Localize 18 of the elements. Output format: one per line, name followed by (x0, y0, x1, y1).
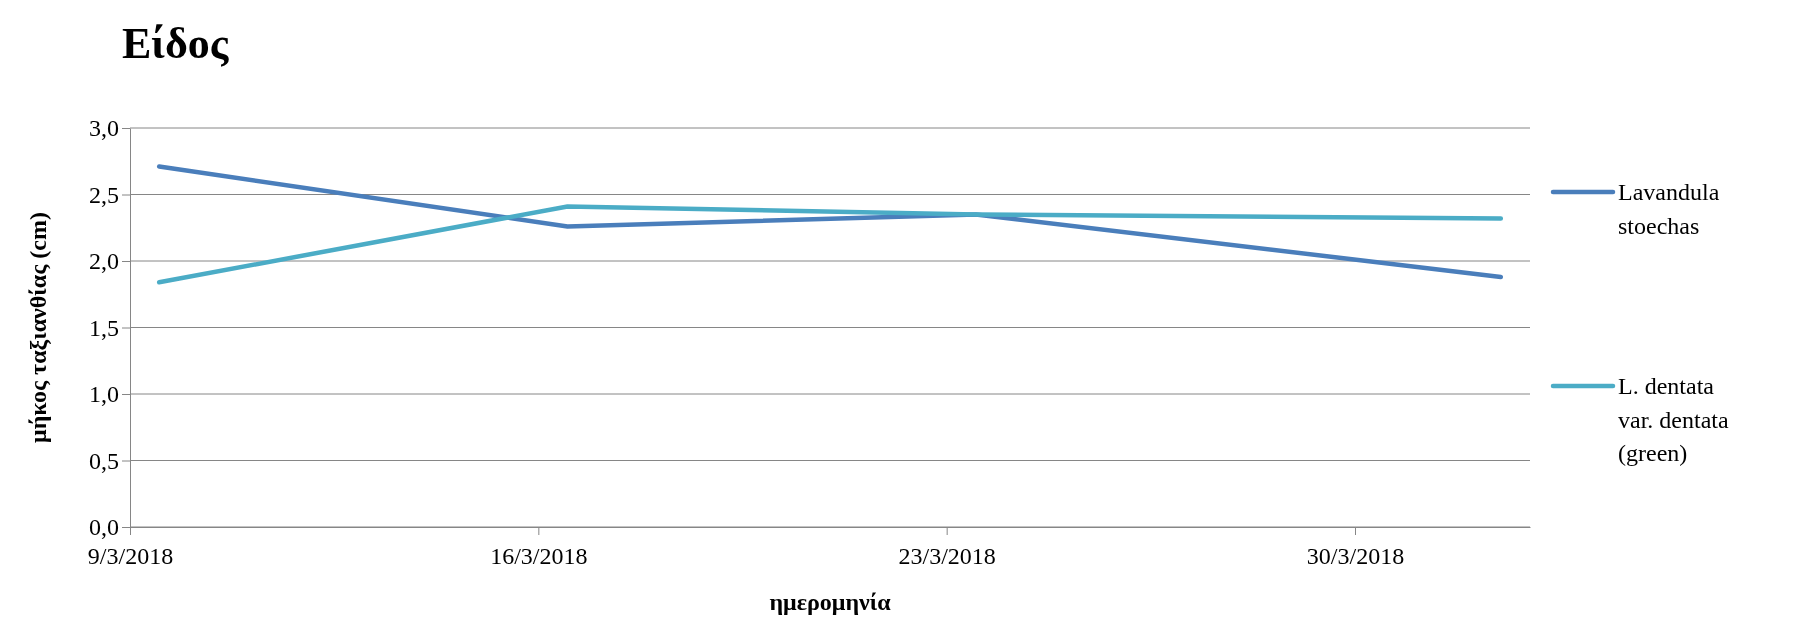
y-tick-label: 2,0 (89, 248, 119, 275)
x-tick-label: 9/3/2018 (87, 543, 174, 570)
legend-label: Lavandula stoechas (1618, 179, 1720, 239)
x-axis-title: ημερομηνία (769, 589, 892, 615)
y-tick-label: 1,5 (89, 314, 119, 341)
y-tick-label: 0,5 (89, 447, 119, 474)
x-tick-label: 23/3/2018 (898, 543, 996, 570)
line-series (156, 204, 1504, 285)
legend-label: L. dentata var. dentata (green) (1618, 373, 1729, 467)
y-axis-title: μήκος ταξιανθίας (cm) (25, 212, 51, 443)
x-tick-label: 16/3/2018 (490, 543, 588, 570)
y-tick-label: 1,0 (89, 381, 119, 408)
y-tick-label: 2,5 (89, 181, 119, 208)
y-tick-label: 3,0 (89, 115, 119, 142)
x-tick-label: 30/3/2018 (1306, 543, 1405, 570)
chart-title: Είδος (122, 19, 230, 68)
line-series (156, 164, 1504, 280)
y-tick-label: 0,0 (89, 514, 119, 541)
